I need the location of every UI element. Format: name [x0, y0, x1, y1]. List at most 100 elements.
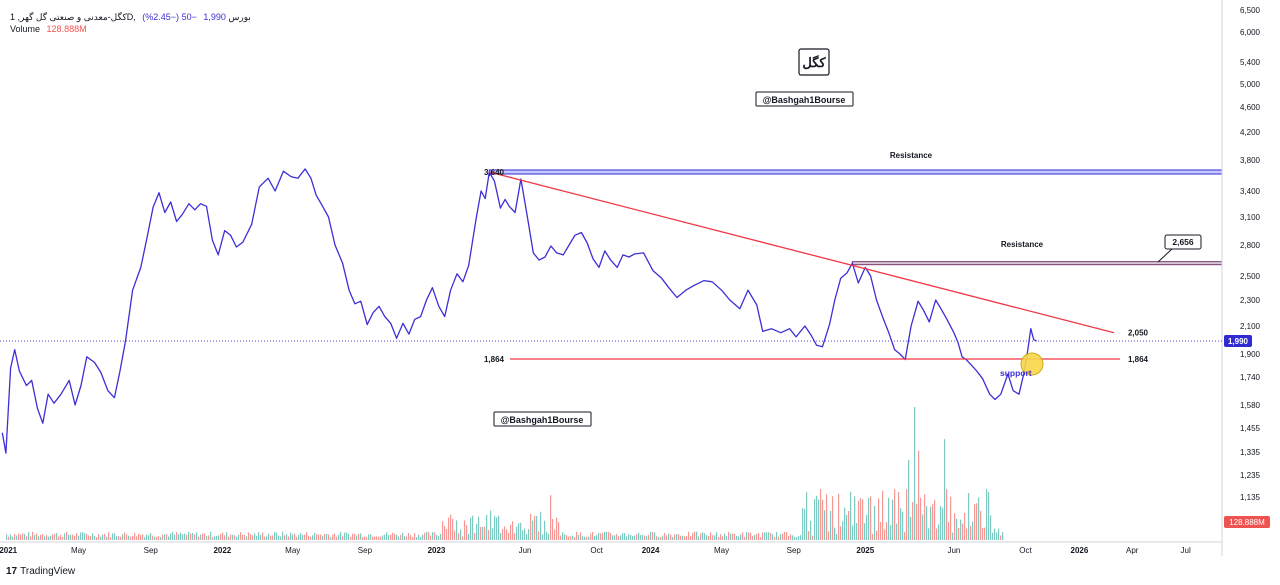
volume-bar: [456, 520, 458, 540]
y-tick-label: 2,800: [1240, 241, 1261, 250]
volume-bar: [274, 532, 276, 540]
volume-bar: [966, 528, 968, 540]
volume-bar: [656, 536, 658, 540]
volume-bar: [300, 532, 302, 540]
volume-bar: [860, 498, 862, 540]
volume-bar: [694, 531, 696, 540]
volume-bar: [936, 528, 938, 540]
volume-bar: [692, 533, 694, 540]
volume-bar: [182, 534, 184, 540]
volume-bar: [112, 533, 114, 540]
volume-bar: [548, 533, 550, 540]
volume-bar: [806, 492, 808, 540]
volume-bar: [306, 532, 308, 540]
volume-bar: [250, 534, 252, 540]
y-tick-label: 1,335: [1240, 448, 1261, 457]
volume-bar: [780, 533, 782, 540]
volume-bar: [962, 523, 964, 540]
volume-bar: [926, 505, 928, 540]
volume-bar: [596, 534, 598, 540]
volume-bar: [248, 532, 250, 540]
volume-bar: [874, 505, 876, 540]
volume-bar: [74, 535, 76, 540]
volume-bar: [924, 494, 926, 540]
volume-bar: [206, 536, 208, 540]
volume-bar: [558, 522, 560, 540]
volume-bar: [1000, 535, 1002, 540]
volume-bar: [950, 496, 952, 540]
volume-bar: [68, 534, 70, 540]
volume-bar: [914, 407, 916, 540]
volume-bar: [712, 535, 714, 540]
volume-bar: [470, 517, 472, 540]
volume-bar: [364, 536, 366, 540]
volume-bar: [984, 527, 986, 540]
volume-bar: [10, 534, 12, 540]
volume-bar: [166, 534, 168, 540]
annotations: 1,864 1,864 3,640 2,050 support 2,656 کگل @Bash…: [484, 48, 1202, 427]
volume-bar: [544, 520, 546, 540]
volume-bar: [904, 531, 906, 540]
volume-bar: [958, 527, 960, 540]
volume-bar: [896, 523, 898, 540]
volume-bar: [716, 532, 718, 540]
volume-bar: [858, 500, 860, 540]
volume-bar: [48, 536, 50, 540]
callout-box: [1164, 234, 1202, 250]
volume-bar: [838, 493, 840, 540]
tradingview-logo[interactable]: 17 TradingView: [6, 566, 75, 577]
volume-bar: [164, 534, 166, 540]
volume-bar: [370, 534, 372, 540]
volume-bar: [284, 535, 286, 540]
volume-bar: [202, 533, 204, 540]
volume-bar: [758, 532, 760, 540]
volume-bar: [916, 503, 918, 540]
volume-bar: [20, 534, 22, 540]
volume-bar: [908, 459, 910, 540]
volume-bar: [710, 532, 712, 540]
volume-bar: [652, 531, 654, 540]
volume-bar: [960, 519, 962, 540]
resistance-band-lower: [851, 261, 1223, 266]
volume-bar: [528, 529, 530, 540]
volume-bar: [854, 496, 856, 540]
volume-bar: [146, 534, 148, 540]
volume-bar: [82, 532, 84, 540]
volume-bar: [642, 534, 644, 540]
volume-bar: [8, 536, 10, 540]
volume-bar: [390, 534, 392, 540]
volume-bar: [308, 535, 310, 540]
volume-bar: [976, 503, 978, 540]
volume-bar: [110, 537, 112, 540]
volume-bar: [778, 536, 780, 540]
volume-bar: [118, 536, 120, 540]
volume-bar: [930, 506, 932, 540]
volume-bar: [224, 535, 226, 540]
volume-bar: [332, 534, 334, 540]
volume-bar: [814, 499, 816, 540]
volume-bar: [964, 512, 966, 540]
volume-label[interactable]: Volume: [10, 24, 41, 34]
volume-bar: [62, 536, 64, 540]
volume-bar: [402, 532, 404, 540]
volume-bar: [654, 532, 656, 540]
symbol-name[interactable]: کگل-معدنی و صنعتی گل گهر, 1D, بورس: [10, 12, 251, 22]
volume-bar: [472, 515, 474, 540]
volume-bar: [58, 536, 60, 540]
volume-bar: [408, 532, 410, 540]
volume-bar: [522, 530, 524, 540]
volume-bar: [850, 491, 852, 540]
volume-bar: [524, 528, 526, 540]
support-label: support: [1000, 368, 1032, 378]
volume-bar: [998, 528, 1000, 540]
x-tick-label: 2021: [0, 546, 18, 555]
x-tick-label: 2025: [856, 546, 874, 555]
volume-bar: [632, 536, 634, 540]
volume-bar: [600, 533, 602, 540]
volume-bar: [344, 532, 346, 540]
volume-bar: [728, 531, 730, 540]
price-series: [1, 168, 1037, 454]
volume-bar: [554, 529, 556, 540]
volume-bar: [496, 517, 498, 540]
volume-bar: [776, 532, 778, 540]
